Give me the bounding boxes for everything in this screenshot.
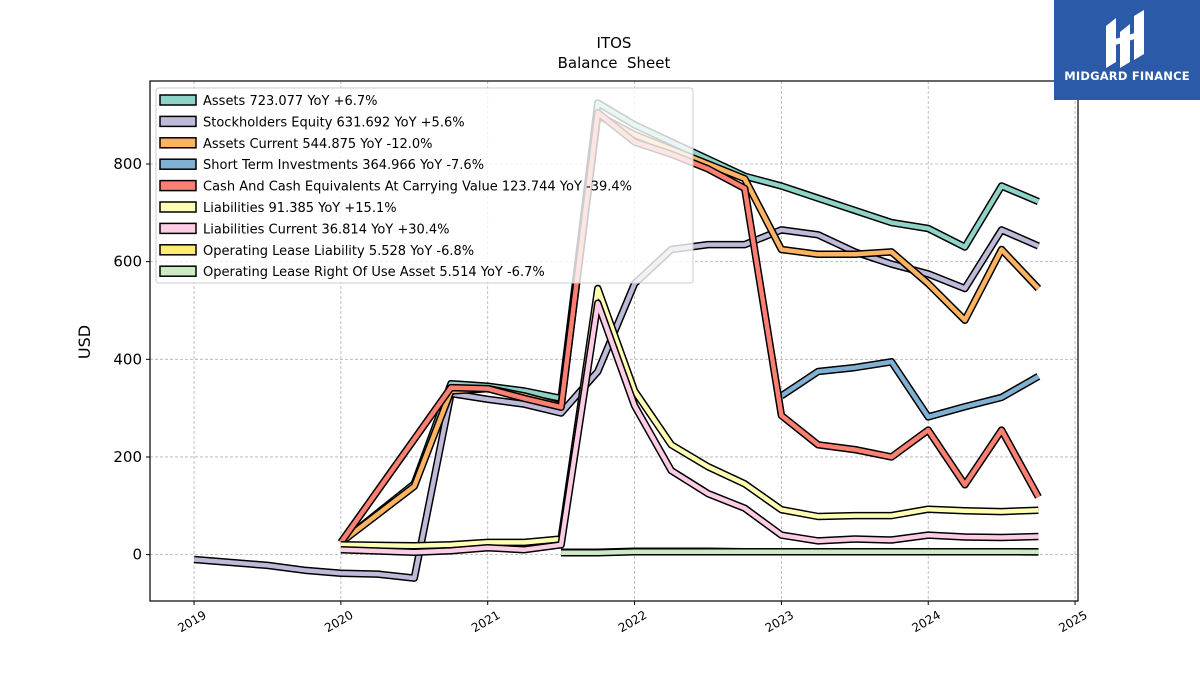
series-cash-and-cash-equivalents-at-carrying-value	[337, 108, 1042, 545]
legend-label: Operating Lease Liability 5.528 YoY -6.8…	[203, 244, 474, 259]
legend-swatch	[159, 115, 197, 128]
legend: Assets 723.077 YoY +6.7% Stockholders Equ…	[155, 87, 694, 284]
series-short-term-investments	[779, 358, 1041, 421]
y-tick-label: 800	[113, 155, 142, 173]
y-tick-label: 400	[113, 350, 142, 368]
plot-frame	[149, 80, 1079, 602]
y-axis-label: USD	[75, 325, 94, 359]
series-layer	[193, 99, 1042, 582]
legend-swatch	[159, 222, 197, 235]
y-tick-label: 0	[132, 546, 142, 564]
legend-label: Short Term Investments 364.966 YoY -7.6%	[203, 158, 484, 173]
series-operating-lease-right-of-use-asset	[561, 547, 1039, 557]
legend-label: Liabilities 91.385 YoY +15.1%	[203, 201, 397, 216]
series-line	[340, 300, 1039, 555]
chart-subtitle: Balance Sheet	[558, 54, 671, 72]
legend-box	[155, 87, 694, 284]
chart-title: ITOS	[597, 34, 632, 52]
midgard-finance-logo: MIDGARD FINANCE	[1054, 0, 1200, 100]
series-line	[340, 286, 1039, 549]
x-tick-label: 2025	[1056, 608, 1089, 635]
legend-swatch	[159, 137, 197, 149]
series-line	[339, 110, 1041, 544]
legend-label: Assets Current 544.875 YoY -12.0%	[203, 137, 433, 152]
legend-swatch	[159, 265, 197, 277]
legend-label: Operating Lease Right Of Use Asset 5.514…	[203, 265, 545, 280]
logo-text: MIDGARD FINANCE	[1064, 69, 1190, 83]
legend-swatch	[159, 158, 197, 170]
legend-label: Cash And Cash Equivalents At Carrying Va…	[203, 180, 632, 195]
x-tick-label: 2020	[322, 608, 355, 635]
y-tick-label: 200	[113, 448, 142, 466]
series-line	[561, 549, 1039, 555]
legend-label: Stockholders Equity 631.692 YoY +5.6%	[203, 115, 465, 130]
legend-label: Liabilities Current 36.814 YoY +30.4%	[203, 222, 450, 237]
x-tick-label: 2023	[763, 608, 796, 635]
x-tick-label: 2022	[616, 608, 649, 635]
legend-swatch	[159, 201, 197, 213]
x-tick-label: 2024	[910, 608, 943, 635]
legend-swatch	[159, 179, 197, 192]
series-line	[780, 359, 1040, 420]
legend-swatch	[159, 244, 197, 256]
y-tick-label: 600	[113, 253, 142, 271]
x-tick-label: 2021	[469, 608, 502, 635]
logo-mark-icon	[1106, 10, 1144, 68]
series-liabilities	[340, 284, 1039, 550]
legend-label: Assets 723.077 YoY +6.7%	[203, 94, 378, 109]
legend-swatch	[159, 94, 197, 106]
series-liabilities-current	[340, 299, 1039, 556]
x-tick-label: 2019	[175, 608, 208, 635]
